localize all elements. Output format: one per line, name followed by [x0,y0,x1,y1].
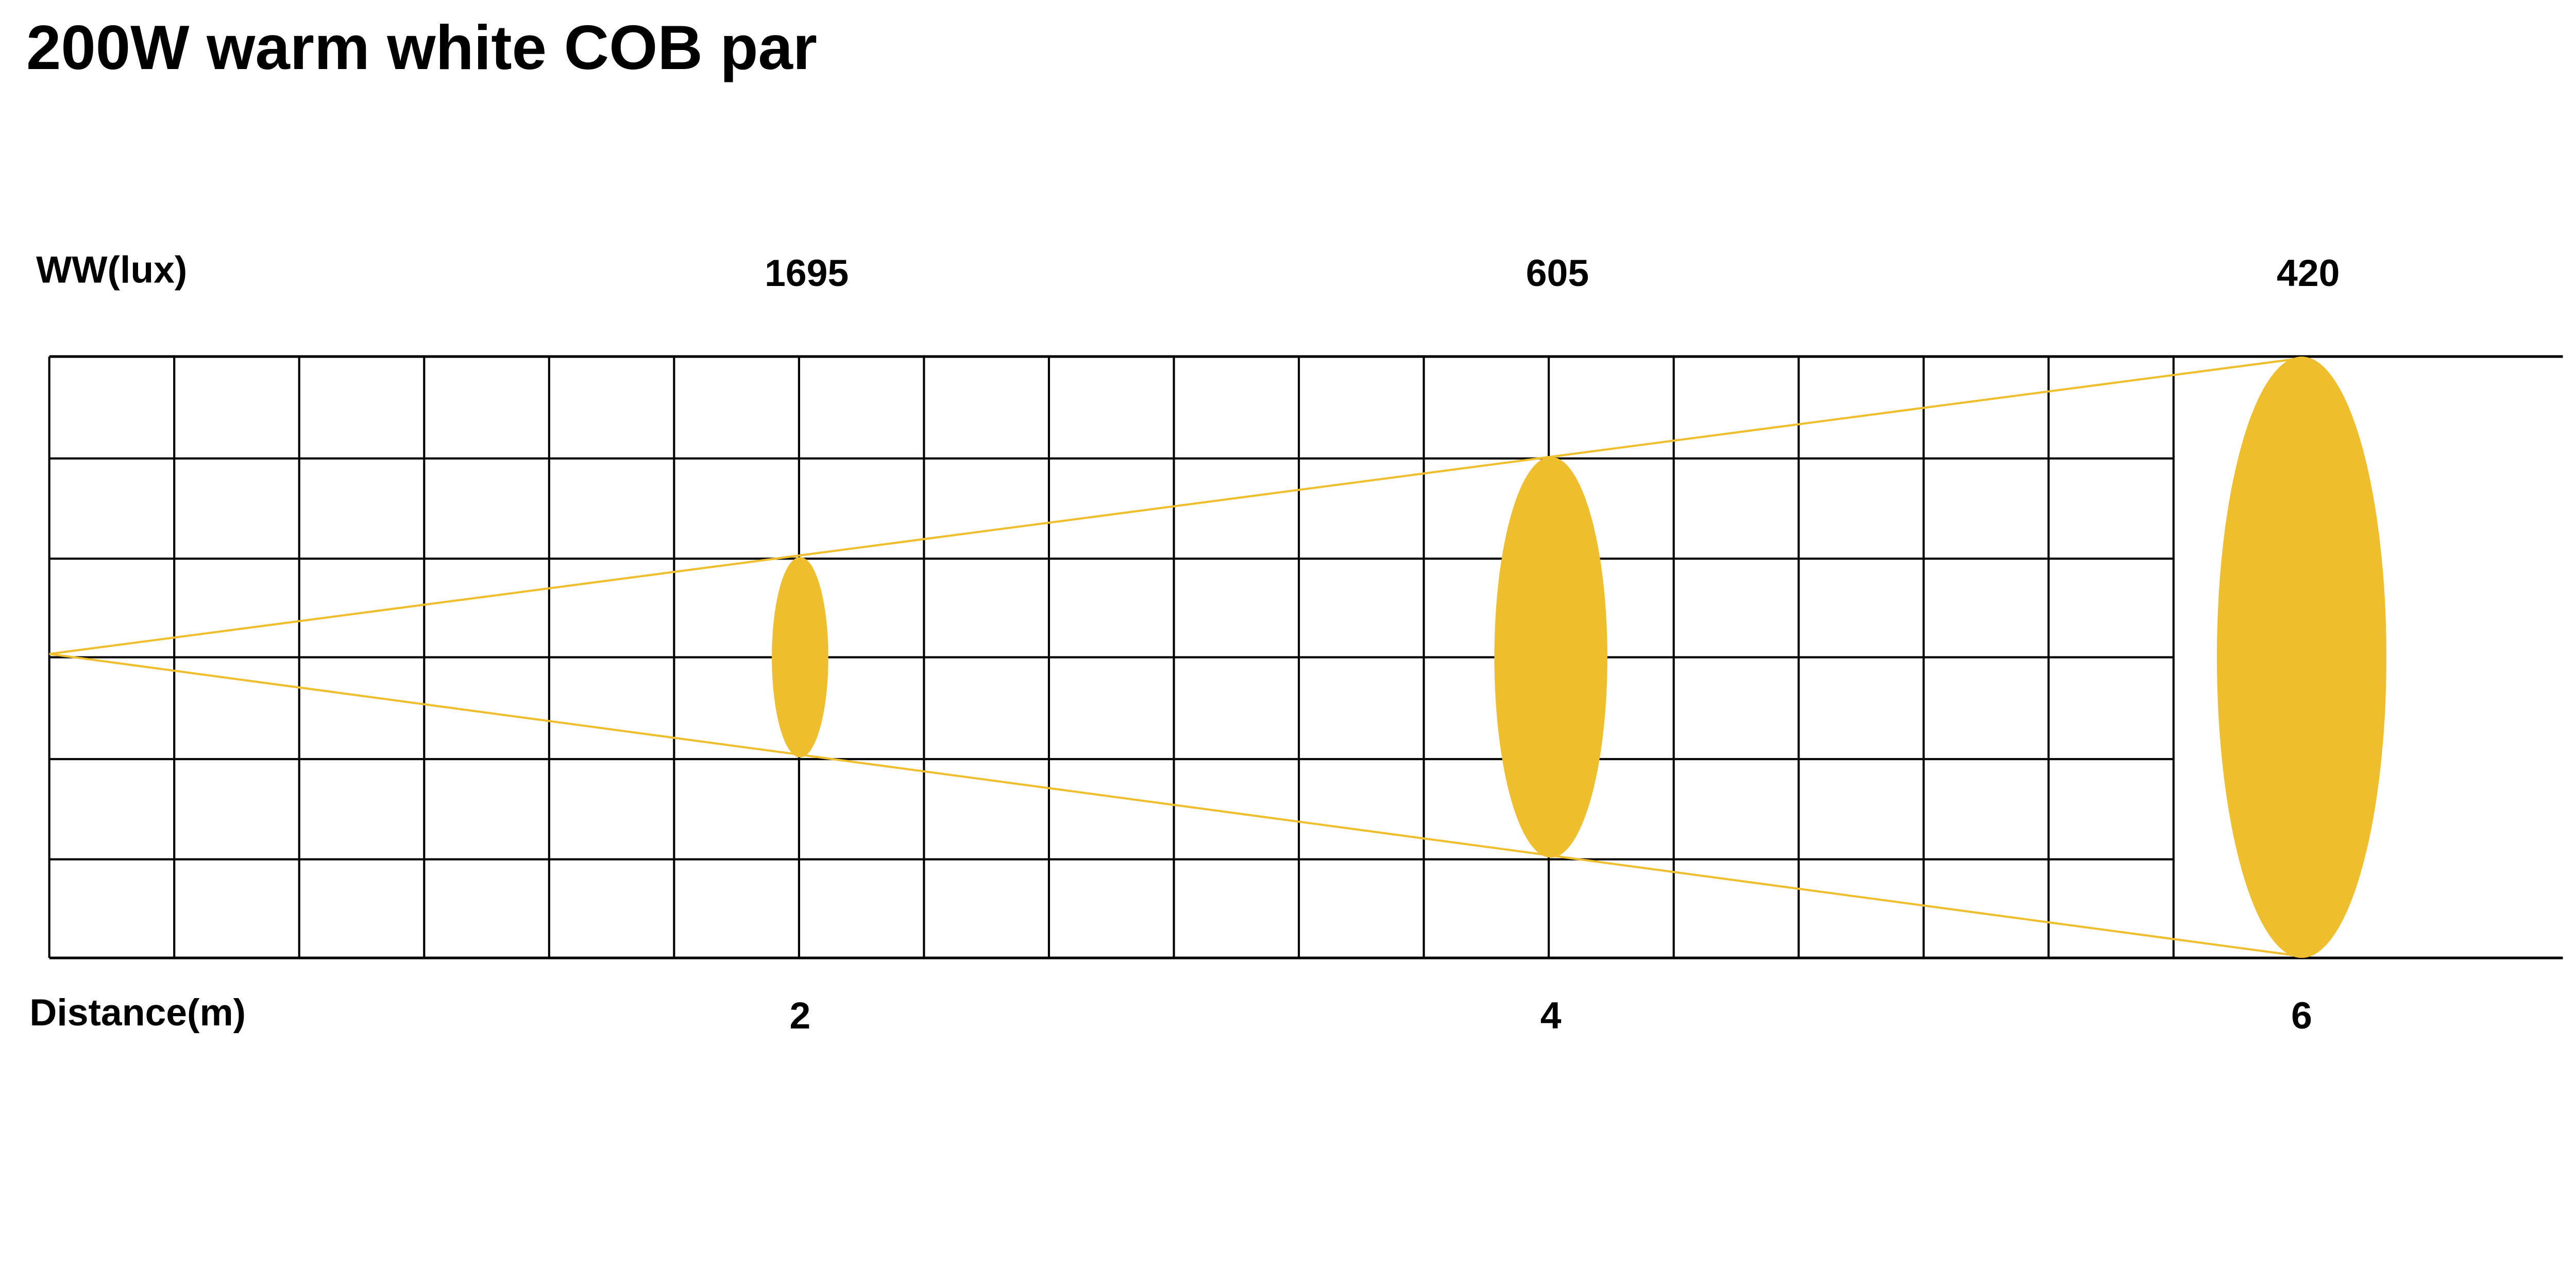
lux-value-label: 1695 [765,252,849,294]
lux-value-label: 605 [1526,252,1589,294]
beam-spot-2m [772,556,828,758]
beams [49,356,2387,958]
x-label: Distance(m) [29,991,246,1034]
chart-title: 200W warm white COB par [26,12,817,82]
y-label: WW(lux) [36,248,187,291]
beam-edge-upper [49,357,2302,655]
grid [48,355,2563,959]
distance-tick-label: 4 [1540,994,1562,1037]
beam-edge-lower [49,653,2302,957]
beam-spot-4m [1494,457,1607,858]
distance-tick-label: 6 [2291,994,2312,1037]
beam-spot-6m [2216,356,2387,958]
lux-value-label: 420 [2277,252,2340,294]
distance-tick-label: 2 [790,994,811,1037]
labels: 1695 2 605 4 420 6 [765,252,2340,1037]
